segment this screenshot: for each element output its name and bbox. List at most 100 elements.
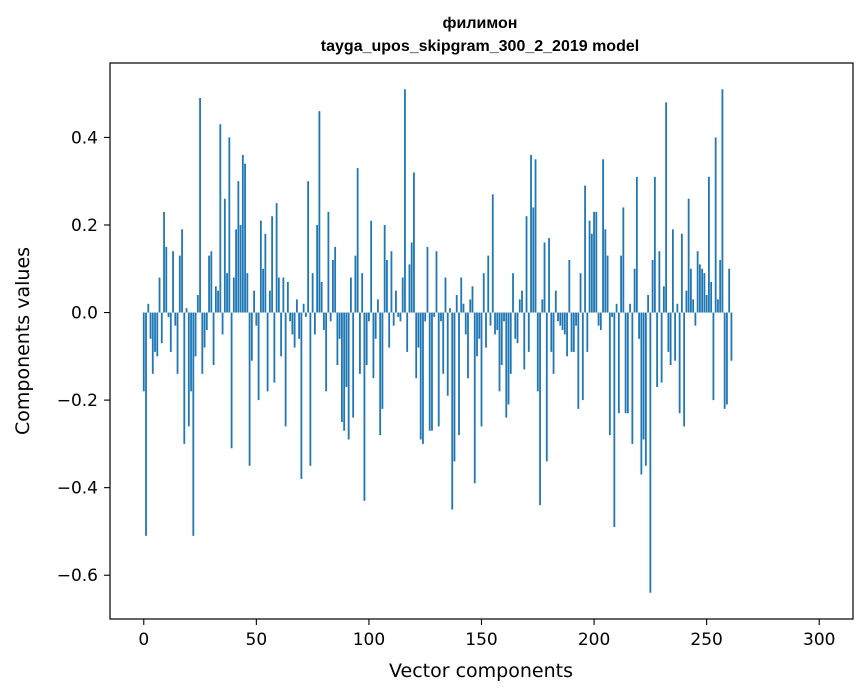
bar <box>685 290 688 313</box>
bar <box>581 312 584 401</box>
bar <box>397 312 400 317</box>
bar <box>453 312 456 462</box>
bar <box>563 312 566 335</box>
bar <box>606 255 609 313</box>
bar <box>259 220 262 313</box>
bar <box>160 312 163 344</box>
bar <box>415 312 418 379</box>
bar <box>674 312 677 361</box>
bar <box>590 233 593 313</box>
bar <box>570 312 573 352</box>
bar <box>491 194 494 313</box>
bar <box>370 220 373 313</box>
bar <box>631 312 634 444</box>
bar <box>527 312 530 352</box>
bar <box>678 312 681 414</box>
bar <box>172 251 174 313</box>
y-tick-label: 0.4 <box>71 128 98 148</box>
bar <box>521 290 523 313</box>
bar <box>602 159 604 313</box>
bar <box>635 176 638 313</box>
bar <box>226 273 228 313</box>
bar <box>214 286 217 313</box>
bar <box>392 312 395 326</box>
bar <box>703 273 706 313</box>
bar <box>307 181 310 313</box>
bar <box>523 312 526 370</box>
bar <box>485 312 487 348</box>
bar <box>156 312 159 357</box>
bar <box>653 176 656 313</box>
bar <box>714 137 717 313</box>
bar <box>361 273 364 313</box>
bar <box>264 233 267 313</box>
bar <box>689 268 692 313</box>
bar <box>647 295 650 313</box>
bar <box>379 312 382 436</box>
bar <box>280 312 283 357</box>
bar <box>273 312 276 383</box>
bar <box>593 211 595 313</box>
bar <box>433 312 436 317</box>
bar <box>656 312 659 387</box>
bar <box>169 312 172 352</box>
bar <box>228 137 231 313</box>
bar <box>451 312 454 510</box>
bar <box>525 216 528 313</box>
bar <box>428 312 431 431</box>
bar <box>165 246 168 313</box>
bar <box>304 312 307 317</box>
bar <box>404 89 406 313</box>
bar <box>149 312 152 339</box>
bar <box>548 238 550 313</box>
bar <box>554 290 557 313</box>
bar <box>638 312 641 339</box>
bar <box>545 312 548 462</box>
bar <box>662 286 665 313</box>
y-tick-label: 0.2 <box>71 216 98 236</box>
bar <box>494 312 496 335</box>
bar <box>719 260 722 313</box>
bar <box>480 312 483 427</box>
bar <box>699 264 701 313</box>
bar <box>212 312 215 366</box>
bar <box>190 312 192 392</box>
bar <box>667 312 670 352</box>
bar <box>620 255 622 313</box>
bar <box>471 286 474 313</box>
bar <box>516 312 519 344</box>
bar <box>167 312 170 317</box>
bar <box>696 251 699 313</box>
bar <box>534 159 537 313</box>
bar <box>336 312 339 366</box>
bar <box>316 224 319 313</box>
bar <box>158 277 161 313</box>
bar <box>289 312 292 322</box>
bar <box>352 312 355 418</box>
bar <box>642 312 645 440</box>
bar <box>183 312 186 444</box>
bar <box>730 312 733 361</box>
bar <box>500 312 503 366</box>
bar <box>185 308 188 313</box>
bar <box>458 312 460 436</box>
bar <box>271 216 274 313</box>
bar <box>417 312 420 348</box>
bar <box>676 303 679 313</box>
bar <box>455 295 458 313</box>
bar <box>708 176 710 313</box>
bar <box>293 312 296 348</box>
bar <box>219 124 222 313</box>
bar <box>239 224 242 313</box>
x-tick-label: 0 <box>138 630 149 650</box>
bar <box>478 312 481 339</box>
y-tick-label: −0.2 <box>57 391 98 411</box>
bar <box>723 312 726 409</box>
bar <box>644 312 647 466</box>
bar <box>343 312 346 431</box>
bar <box>489 312 492 326</box>
bar <box>577 312 580 409</box>
bar <box>530 154 532 313</box>
y-tick-label: −0.4 <box>57 479 98 499</box>
